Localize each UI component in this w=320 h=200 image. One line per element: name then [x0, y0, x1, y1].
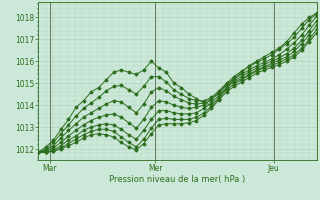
X-axis label: Pression niveau de la mer( hPa ): Pression niveau de la mer( hPa ): [109, 175, 246, 184]
